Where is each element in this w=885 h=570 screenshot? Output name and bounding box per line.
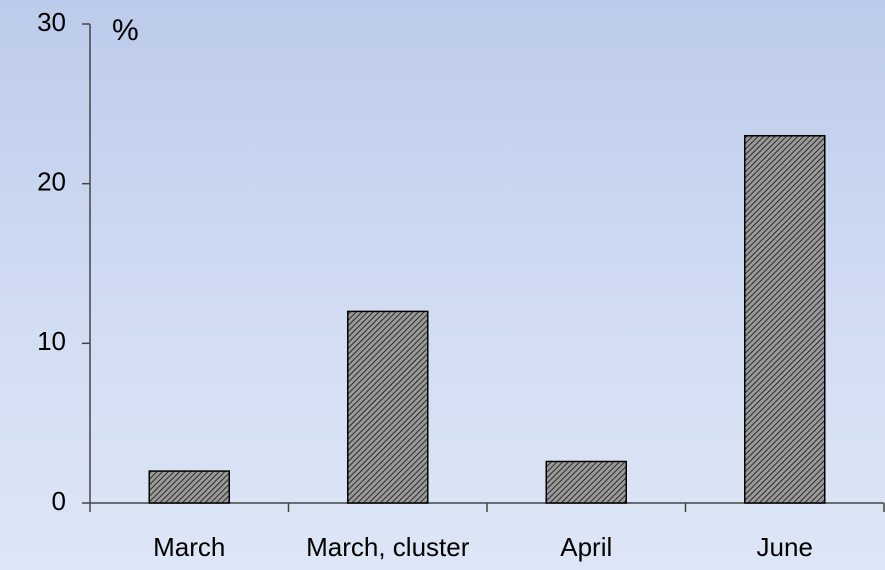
y-tick-label: 10 — [37, 326, 66, 356]
x-tick-label: April — [560, 532, 612, 562]
y-tick-label: 20 — [37, 167, 66, 197]
x-tick-label: June — [757, 532, 813, 562]
bar — [744, 135, 826, 504]
y-axis-label: % — [112, 14, 139, 47]
bar — [545, 460, 627, 504]
y-tick-label: 0 — [52, 486, 66, 516]
bar — [347, 310, 429, 504]
x-tick-label: March, cluster — [306, 532, 470, 562]
y-tick-label: 30 — [37, 7, 66, 37]
x-tick-label: March — [153, 532, 225, 562]
bar — [148, 470, 230, 504]
